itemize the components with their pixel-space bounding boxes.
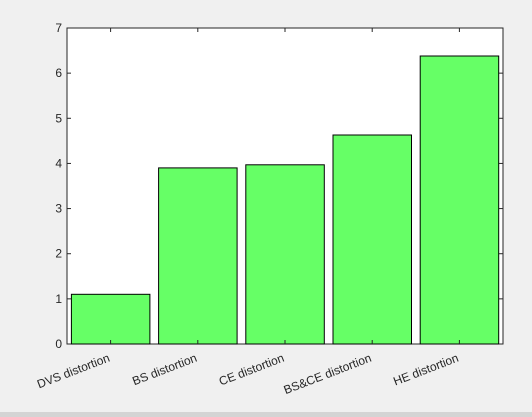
y-tick-label: 2 xyxy=(55,247,62,261)
x-tick-label: HE distortion xyxy=(391,351,460,389)
y-tick-label: 3 xyxy=(55,202,62,216)
bar xyxy=(332,134,412,345)
y-axis: 0 1 2 3 4 5 6 7 xyxy=(55,21,503,351)
y-tick-label: 5 xyxy=(55,111,62,125)
x-tick-label: BS&CE distortion xyxy=(282,351,374,397)
x-tick-label: CE distortion xyxy=(217,351,286,389)
x-tick-label: BS distortion xyxy=(130,351,199,388)
window-bottom-edge xyxy=(0,412,532,417)
bar xyxy=(419,55,500,345)
y-tick-label: 6 xyxy=(55,66,62,80)
y-tick-label: 1 xyxy=(55,292,62,306)
bar xyxy=(158,167,238,345)
bars-group xyxy=(70,55,500,345)
bar xyxy=(245,164,325,345)
y-tick-label: 7 xyxy=(55,21,62,35)
y-tick-label: 4 xyxy=(55,156,62,170)
x-tick-label: DVS distortion xyxy=(35,351,112,392)
bar xyxy=(70,293,151,345)
y-tick-label: 0 xyxy=(55,337,62,351)
